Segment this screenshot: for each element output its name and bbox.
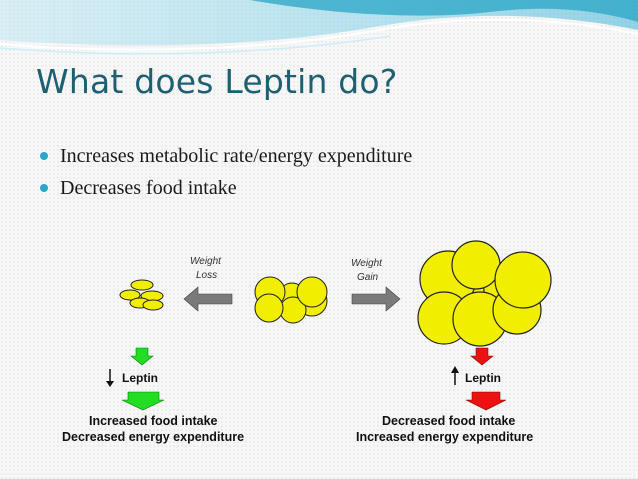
green-large-arrow xyxy=(121,391,165,411)
bullet-list: Increases metabolic rate/energy expendit… xyxy=(40,140,412,204)
down-arrow-icon xyxy=(106,369,114,387)
weight-loss-label-line2: Loss xyxy=(196,270,217,281)
bullet-dot-icon xyxy=(40,152,48,160)
weight-gain-arrow xyxy=(351,286,401,312)
red-large-arrow xyxy=(465,391,507,411)
right-effect-line1: Decreased food intake xyxy=(382,414,515,428)
weight-gain-label-line2: Gain xyxy=(357,272,379,283)
bullet-dot-icon xyxy=(40,184,48,192)
medium-fat-cells xyxy=(254,276,328,324)
header-wave-decoration xyxy=(0,0,638,55)
right-leptin-label: Leptin xyxy=(465,371,501,385)
weight-gain-label-line1: Weight xyxy=(351,258,383,269)
weight-loss-arrow xyxy=(183,286,233,312)
weight-loss-label-line1: Weight xyxy=(190,256,222,267)
left-leptin-label: Leptin xyxy=(122,371,158,385)
bullet-text: Increases metabolic rate/energy expendit… xyxy=(60,145,413,167)
red-small-arrow xyxy=(470,347,494,366)
large-fat-cells xyxy=(417,240,552,347)
bullet-text: Decreases food intake xyxy=(60,177,237,199)
right-effect-line2: Increased energy expenditure xyxy=(356,430,533,444)
up-arrow-icon xyxy=(451,366,459,385)
left-effect-line2: Decreased energy expenditure xyxy=(62,430,244,444)
slide-title: What does Leptin do? xyxy=(36,62,398,101)
bullet-item: Increases metabolic rate/energy expendit… xyxy=(40,140,412,172)
bullet-item: Decreases food intake xyxy=(40,172,412,204)
small-fat-cells xyxy=(119,279,164,311)
green-small-arrow xyxy=(130,347,154,366)
left-effect-line1: Increased food intake xyxy=(89,414,218,428)
